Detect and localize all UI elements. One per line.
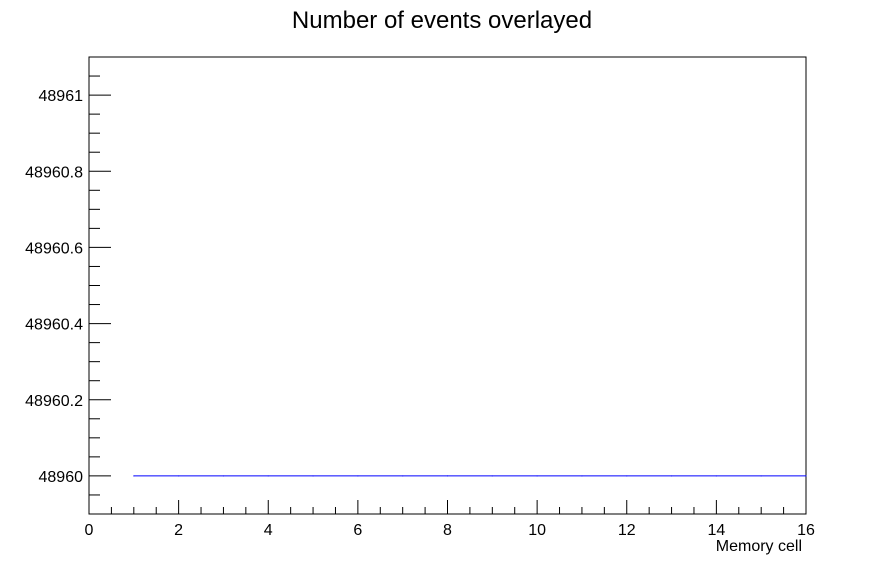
y-tick-label: 48961 bbox=[39, 88, 84, 105]
y-tick-label: 48960.6 bbox=[25, 240, 83, 257]
x-tick-label: 8 bbox=[443, 522, 452, 539]
x-axis-title: Memory cell bbox=[716, 538, 802, 555]
x-tick-label: 0 bbox=[85, 522, 94, 539]
x-tick-label: 14 bbox=[707, 522, 725, 539]
x-tick-label: 4 bbox=[264, 522, 273, 539]
x-tick-label: 10 bbox=[528, 522, 546, 539]
plot-frame bbox=[88, 56, 807, 515]
x-tick-label: 6 bbox=[353, 522, 362, 539]
y-tick-label: 48960 bbox=[39, 469, 84, 486]
x-tick-label: 12 bbox=[618, 522, 636, 539]
y-tick-label: 48960.4 bbox=[25, 317, 83, 334]
y-tick-label: 48960.2 bbox=[25, 393, 83, 410]
chart-title: Number of events overlayed bbox=[292, 7, 592, 34]
x-tick-label: 2 bbox=[174, 522, 183, 539]
x-tick-label: 16 bbox=[797, 522, 815, 539]
y-tick-label: 48960.8 bbox=[25, 164, 83, 181]
